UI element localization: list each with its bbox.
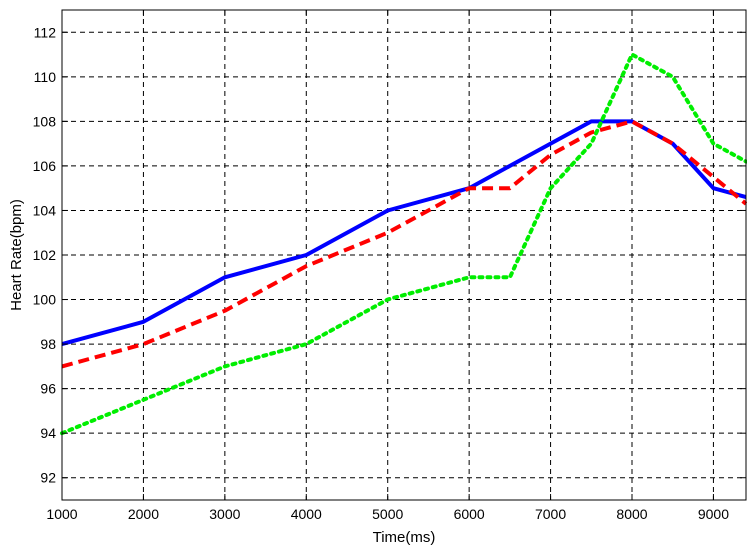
y-tick-label: 100	[33, 292, 57, 308]
x-tick-label: 2000	[128, 506, 159, 522]
y-tick-label: 112	[34, 24, 57, 40]
series-line-3-dotted	[60, 52, 747, 436]
y-tick-label: 110	[34, 69, 57, 85]
x-tick-label: 3000	[209, 506, 240, 522]
x-axis-label: Time(ms)	[373, 529, 436, 546]
y-tick-label: 106	[33, 158, 57, 174]
grid	[62, 10, 746, 500]
x-tick-label: 5000	[372, 506, 403, 522]
x-tick-label: 4000	[291, 506, 322, 522]
x-tick-label: 6000	[454, 506, 485, 522]
x-tick-label: 7000	[535, 506, 566, 522]
y-tick-label: 94	[40, 425, 56, 441]
y-tick-label: 104	[33, 202, 57, 218]
x-tick-label: 9000	[698, 506, 729, 522]
y-tick-label: 98	[40, 336, 56, 352]
y-axis-label: Heart Rate(bpm)	[8, 199, 25, 311]
x-tick-label: 8000	[616, 506, 647, 522]
series-line-2-dashed	[61, 119, 747, 369]
series-line-1-solid	[61, 119, 747, 347]
y-tick-label: 92	[40, 470, 56, 486]
y-tick-label: 108	[33, 113, 57, 129]
tick-marks	[61, 10, 746, 500]
y-tick-labels: 92 94 96 98 100 102 104 106 108 110 112	[33, 24, 57, 485]
x-tick-labels: 1000 2000 3000 4000 5000 6000 7000 8000 9000	[46, 506, 729, 522]
x-tick-label: 1000	[46, 506, 77, 522]
y-tick-label: 102	[33, 247, 57, 263]
plot-series	[60, 52, 747, 436]
y-tick-label: 96	[40, 381, 56, 397]
